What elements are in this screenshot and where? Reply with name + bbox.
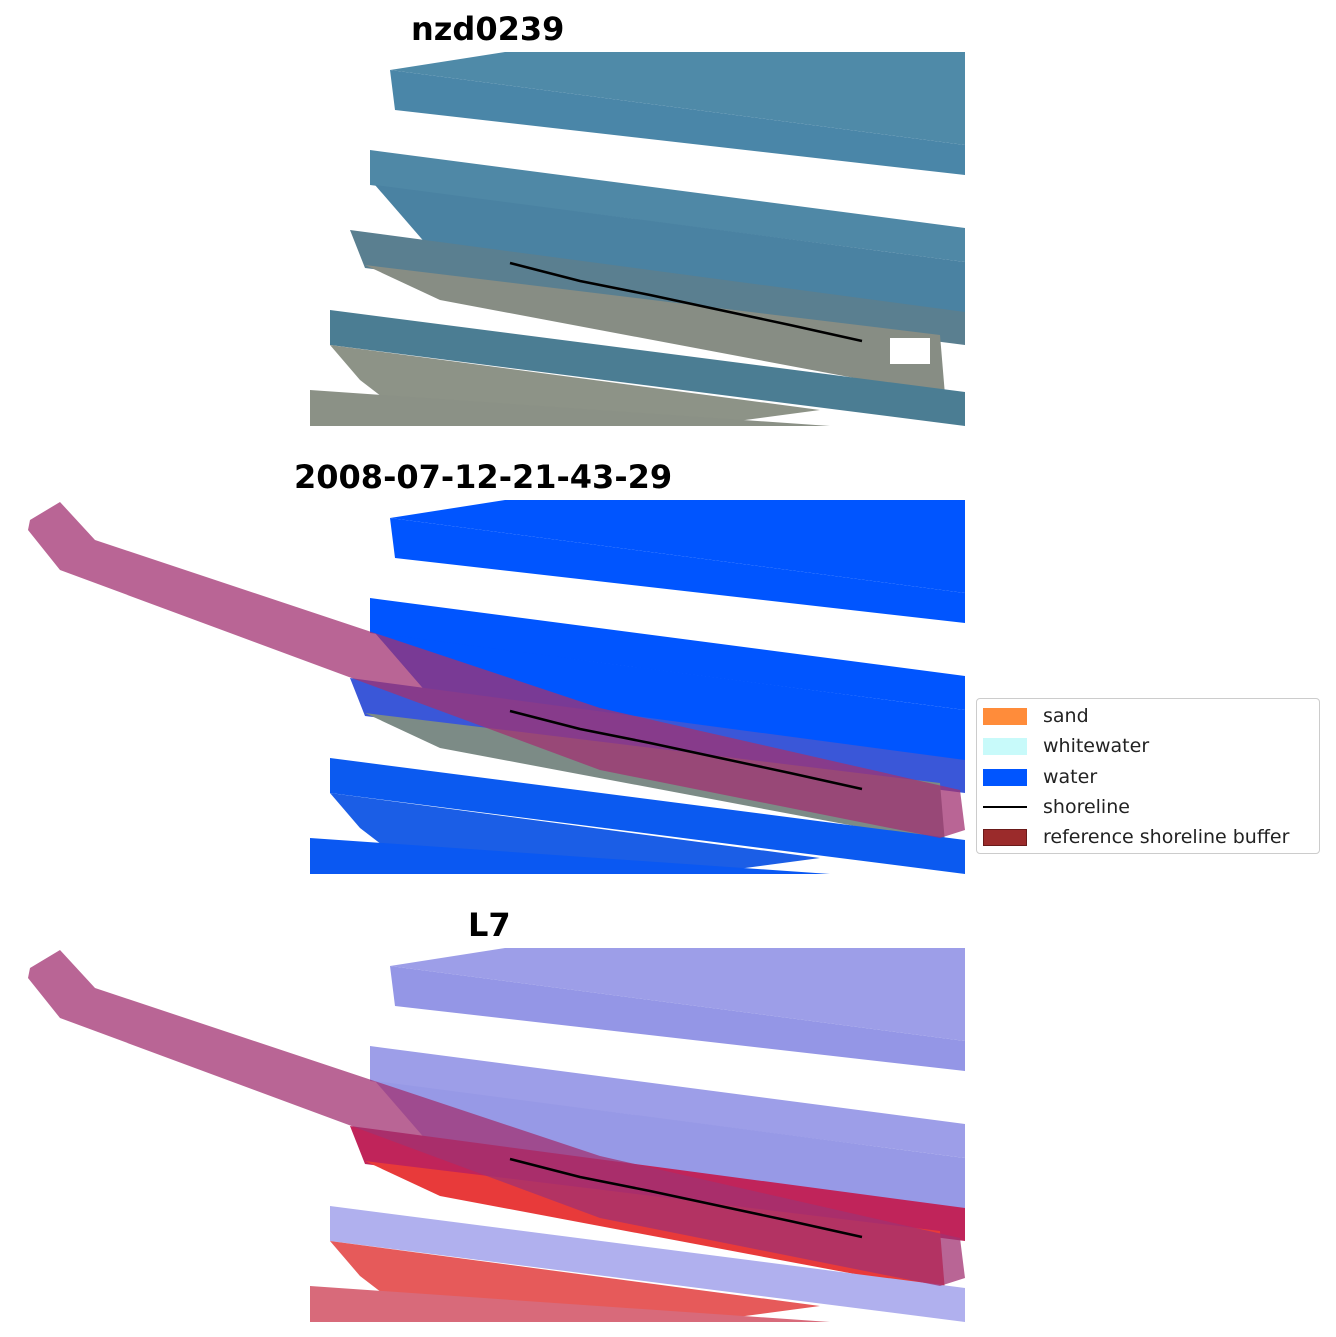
legend-label: water <box>1043 766 1098 788</box>
legend-item-whitewater: whitewater <box>983 734 1319 758</box>
legend-item-shoreline: shoreline <box>983 795 1319 819</box>
legend-item-water: water <box>983 765 1319 789</box>
index-image <box>28 948 965 1322</box>
shoreline-swatch <box>983 806 1027 808</box>
rgb-image-panel <box>310 52 965 426</box>
shoreline-line <box>509 1157 863 1239</box>
sand-swatch <box>983 708 1027 725</box>
classification-panel <box>28 500 965 874</box>
satellite-rgb-image <box>310 52 965 426</box>
legend-item-sand: sand <box>983 704 1319 728</box>
legend-label: sand <box>1043 705 1089 727</box>
reference-shoreline-buffer <box>28 950 965 1286</box>
shoreline-line <box>509 261 863 343</box>
panel-title-rgb: nzd0239 <box>411 10 565 48</box>
legend-label: shoreline <box>1043 796 1130 818</box>
legend-label: whitewater <box>1043 735 1150 757</box>
legend: sand whitewater water shoreline referenc… <box>976 698 1320 854</box>
panel-title-date: 2008-07-12-21-43-29 <box>294 458 673 496</box>
buffer-swatch <box>983 829 1027 846</box>
panel-title-satellite: L7 <box>468 906 511 944</box>
classified-image <box>28 500 965 874</box>
whitewater-swatch <box>983 738 1027 755</box>
legend-item-buffer: reference shoreline buffer <box>983 825 1319 849</box>
water-swatch <box>983 769 1027 786</box>
shoreline-line <box>509 709 863 791</box>
legend-label: reference shoreline buffer <box>1043 826 1290 848</box>
reference-shoreline-buffer <box>28 502 965 838</box>
